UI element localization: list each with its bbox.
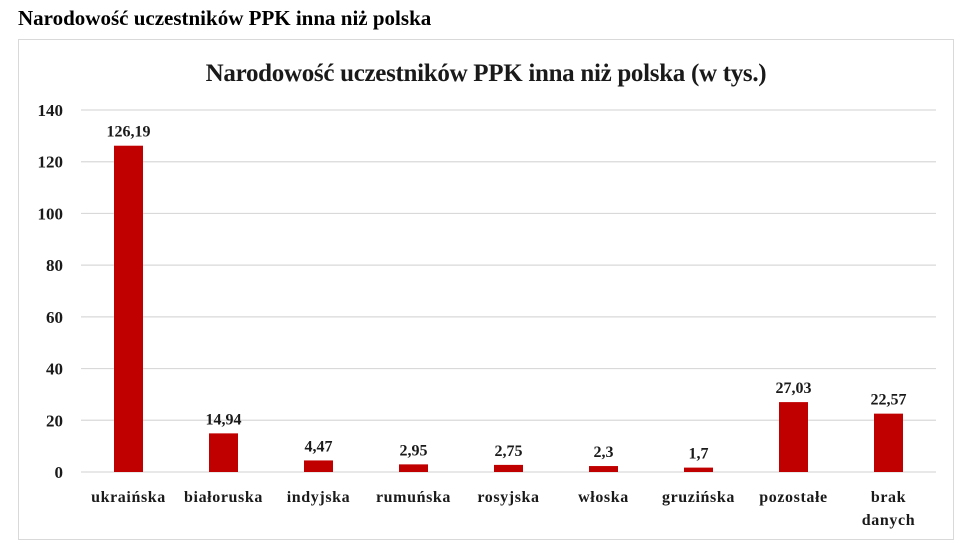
y-tick-label: 40 <box>46 360 63 379</box>
chart-container: Narodowość uczestników PPK inna niż pols… <box>18 39 954 540</box>
page-heading: Narodowość uczestników PPK inna niż pols… <box>18 6 432 30</box>
data-label: 2,3 <box>594 444 614 461</box>
data-label: 1,7 <box>689 446 709 463</box>
y-tick-label: 0 <box>55 463 64 482</box>
data-label: 2,95 <box>400 442 428 459</box>
x-category-label: włoska <box>578 489 629 506</box>
data-labels: 126,19 14,94 4,47 2,95 2,75 2,3 1,7 27,03 22,57 <box>107 124 907 463</box>
bar <box>304 460 333 472</box>
bar <box>209 433 238 472</box>
bar <box>114 145 143 472</box>
y-tick-label: 80 <box>46 256 63 275</box>
bar <box>494 464 523 472</box>
y-tick-label: 120 <box>38 153 64 172</box>
x-category-label: gruzińska <box>662 489 735 506</box>
chart-title: Narodowość uczestników PPK inna niż pols… <box>205 60 767 87</box>
x-category-label: ukraińska <box>91 489 166 506</box>
x-axis-labels: ukraińska białoruska indyjska rumuńska rosyj… <box>91 489 915 529</box>
y-tick-label: 100 <box>38 204 64 223</box>
data-label: 27,03 <box>776 380 812 397</box>
bars <box>114 145 903 472</box>
data-label: 2,75 <box>495 443 523 460</box>
data-label: 126,19 <box>107 124 151 141</box>
y-tick-label: 140 <box>38 101 64 120</box>
bar <box>684 467 713 472</box>
y-axis-labels: 0 20 40 60 80 100 120 140 <box>38 101 64 482</box>
x-category-label: białoruska <box>184 489 263 506</box>
y-tick-label: 20 <box>46 411 63 430</box>
bar <box>779 402 808 472</box>
x-category-label: rosyjska <box>477 489 539 506</box>
data-label: 22,57 <box>871 392 907 409</box>
bar <box>399 464 428 472</box>
bar <box>874 413 903 472</box>
y-tick-label: 60 <box>46 308 63 327</box>
x-category-label: pozostałe <box>759 489 828 506</box>
x-category-label: danych <box>862 512 915 529</box>
bar-chart-plot: 0 20 40 60 80 100 120 140 126,19 14,94 4,47 2,95 2,… <box>38 101 936 529</box>
x-category-label: indyjska <box>287 489 351 506</box>
data-label: 4,47 <box>305 438 333 455</box>
x-category-label: brak <box>871 489 906 506</box>
bar <box>589 466 618 472</box>
x-category-label: rumuńska <box>376 489 451 506</box>
data-label: 14,94 <box>206 411 242 428</box>
